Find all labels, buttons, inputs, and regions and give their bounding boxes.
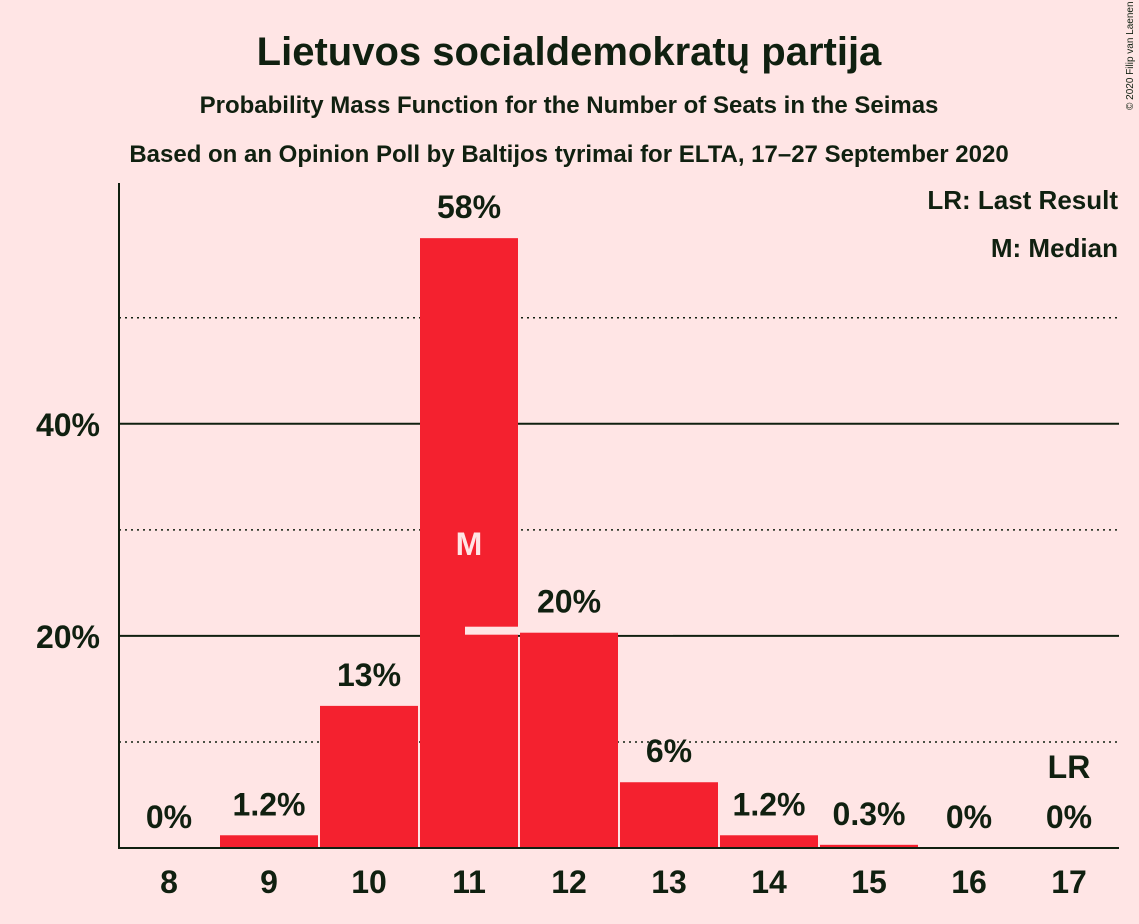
chart-title: Lietuvos socialdemokratų partija xyxy=(257,30,882,74)
bar-label-backdrop-12 xyxy=(465,626,673,635)
bar-12 xyxy=(520,632,618,848)
x-tick-label-9: 9 xyxy=(260,864,278,900)
bar-14 xyxy=(720,835,818,848)
y-tick-label-40: 40% xyxy=(36,407,100,443)
bars xyxy=(220,232,918,849)
gridlines xyxy=(119,316,1119,743)
tick-labels: 20% 40% 8 9 10 11 12 13 14 15 16 17 xyxy=(36,407,1087,900)
median-marker: M xyxy=(456,526,483,562)
x-tick-label-11: 11 xyxy=(452,864,486,900)
bar-9 xyxy=(220,835,318,848)
legend-last-result: LR: Last Result xyxy=(927,185,1118,215)
bar-value-label-13: 6% xyxy=(646,733,692,769)
x-tick-label-16: 16 xyxy=(951,864,987,900)
copyright-notice: © 2020 Filip van Laenen xyxy=(1125,1,1136,110)
bar-value-label-16: 0% xyxy=(946,799,992,835)
bar-10 xyxy=(320,705,418,848)
bar-15 xyxy=(820,844,918,848)
x-tick-label-10: 10 xyxy=(351,864,387,900)
bar-value-label-11: 58% xyxy=(437,189,501,225)
x-tick-label-13: 13 xyxy=(651,864,687,900)
bar-value-label-17: 0% xyxy=(1046,799,1092,835)
legend-median: M: Median xyxy=(991,233,1118,263)
bar-11 xyxy=(420,238,518,849)
bar-labels: 0% 1.2% 13% 58% M 20% 6% 1.2% 0.3% 0% 0% LR xyxy=(146,189,1092,835)
bar-label-backdrop-11 xyxy=(365,232,573,241)
last-result-marker: LR xyxy=(1048,749,1091,785)
chart-subtitle-source: Based on an Opinion Poll by Baltijos tyr… xyxy=(129,141,1008,168)
axes xyxy=(118,183,1119,849)
x-tick-label-8: 8 xyxy=(160,864,178,900)
bar-value-label-14: 1.2% xyxy=(733,786,806,822)
x-tick-label-15: 15 xyxy=(851,864,887,900)
bar-value-label-12: 20% xyxy=(537,584,601,620)
bar-13 xyxy=(620,782,718,848)
bar-value-label-8: 0% xyxy=(146,799,192,835)
x-tick-label-14: 14 xyxy=(751,864,787,900)
x-tick-label-17: 17 xyxy=(1051,864,1087,900)
y-tick-label-20: 20% xyxy=(36,619,100,655)
bar-value-label-10: 13% xyxy=(337,657,401,693)
bar-value-label-15: 0.3% xyxy=(833,796,906,832)
chart-subtitle: Probability Mass Function for the Number… xyxy=(200,92,939,119)
x-tick-label-12: 12 xyxy=(551,864,587,900)
bar-value-label-9: 1.2% xyxy=(233,786,306,822)
